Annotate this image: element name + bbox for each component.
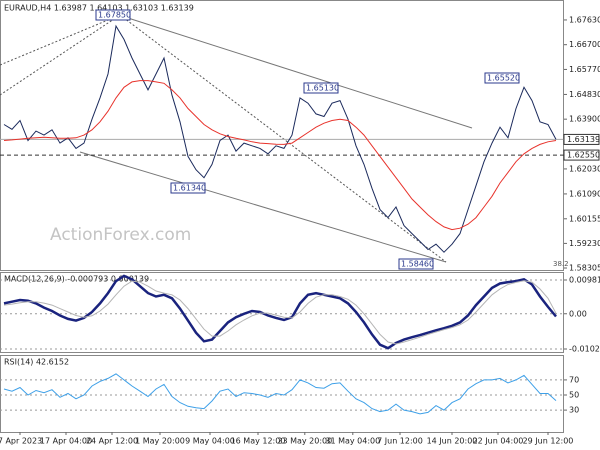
- x-tick-label: 7 Jun 12:00: [377, 437, 423, 446]
- series-line: [3, 274, 557, 350]
- fib-line: [0, 14, 121, 66]
- price-label-box: [563, 133, 600, 145]
- y-tick-label: 1.67630: [569, 15, 600, 24]
- macd-panel: [0, 272, 564, 353]
- series-line: [3, 280, 557, 345]
- annotation-box: [303, 82, 339, 94]
- y-tick-label: 70: [569, 375, 579, 384]
- x-tick-label: 31 May 04:00: [325, 437, 380, 446]
- y-tick-label: 1.64830: [569, 90, 600, 99]
- annotation-box: [95, 9, 131, 21]
- x-tick-label: 16 May 12:00: [231, 437, 286, 446]
- rsi-title: RSI(14) 42.6152: [4, 358, 69, 367]
- x-tick-label: 1 May 20:00: [135, 437, 185, 446]
- annotation-box: [484, 72, 520, 84]
- y-tick-label: 1.59230: [569, 239, 600, 248]
- y-tick-label: 1.60155: [569, 214, 600, 223]
- y-tick-label: -0.010235: [569, 344, 600, 353]
- annotation-box: [170, 182, 206, 194]
- annotation: 1.65130: [306, 84, 339, 93]
- rsi-panel: [0, 355, 564, 433]
- y-tick-label: 1.63900: [569, 115, 600, 124]
- y-tick-label: 0.00981: [569, 275, 600, 284]
- y-tick-label: 1.65770: [569, 65, 600, 74]
- series-line: [3, 373, 557, 415]
- y-tick-label: 0.00: [569, 309, 587, 318]
- series-line: [3, 80, 557, 231]
- x-tick-label: 7 Apr 2023: [0, 437, 42, 446]
- chart-title: EURAUD,H4 1.63987 1.64103 1.63103 1.6313…: [4, 4, 194, 13]
- channel-upper: [127, 17, 473, 129]
- y-tick-label: 1.58305: [569, 264, 600, 273]
- series-line: [3, 24, 557, 253]
- x-tick-label: 17 Apr 04:00: [40, 437, 92, 446]
- y-tick-label: 1.61090: [569, 189, 600, 198]
- x-tick-label: 9 May 04:00: [185, 437, 235, 446]
- x-tick-label: 14 Jun 20:00: [427, 437, 478, 446]
- annotation: 1.65520: [487, 74, 520, 83]
- price-label: 1.62550: [567, 151, 600, 160]
- annotation-box: [398, 258, 434, 270]
- annotation: 1.61340: [173, 184, 206, 193]
- fib-line: [0, 14, 121, 96]
- x-tick-label: 22 Jun 04:00: [473, 437, 524, 446]
- fib-line: [119, 14, 447, 263]
- annotation: 1.67850: [98, 11, 131, 20]
- price-label: 1.63139: [567, 135, 600, 144]
- channel-lower: [79, 151, 447, 263]
- watermark: ActionForex.com: [50, 225, 191, 245]
- price-label-box: [563, 149, 600, 161]
- y-tick-label: 50: [569, 391, 579, 400]
- x-tick-label: 23 May 20:00: [277, 437, 332, 446]
- x-tick-label: 24 Apr 12:00: [86, 437, 138, 446]
- y-tick-label: 1.66700: [569, 40, 600, 49]
- y-tick-label: 30: [569, 406, 579, 415]
- x-tick-label: 29 Jun 12:00: [523, 437, 574, 446]
- annotation: 1.58460: [401, 260, 434, 269]
- macd-title: MACD(12,26,9) -0.000793 0.000139: [4, 275, 149, 284]
- annotation: 38.2: [553, 260, 569, 268]
- y-tick-label: 1.62030: [569, 164, 600, 173]
